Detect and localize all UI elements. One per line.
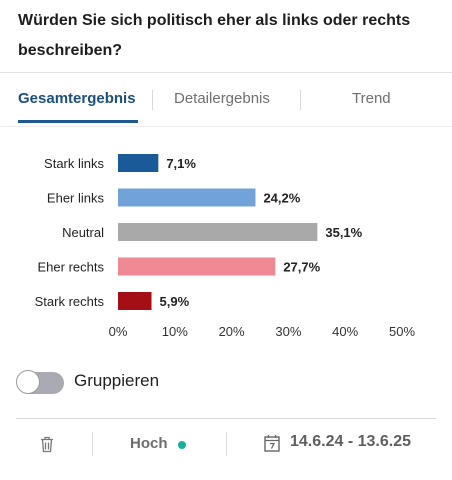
category-label: Neutral [62,225,104,240]
active-tab-indicator [18,120,138,123]
group-toggle-label: Gruppieren [74,371,160,390]
quality-status-dot [178,441,186,449]
bar-value-label: 27,7% [283,260,320,275]
bar-value-label: 35,1% [325,225,362,240]
footer-bar: Hoch 14.6.24 - 13.6.25 [0,430,452,460]
group-toggle-switch[interactable] [16,370,64,394]
category-label: Stark rechts [35,294,105,309]
tab-separator [300,90,301,110]
toggle-knob [16,370,40,394]
footer-separator [92,432,93,456]
bar [118,188,256,207]
x-tick-label: 40% [332,324,358,339]
bar-value-label: 5,9% [160,294,190,309]
bar-chart: Stark links 7,1% Eher links 24,2% Neutral 35,… [35,154,415,339]
bar [118,257,276,276]
quality-label[interactable]: Hoch [130,435,168,452]
date-range[interactable]: 14.6.24 - 13.6.25 [290,433,411,450]
tab-detailergebnis[interactable]: Detailergebnis [174,90,270,107]
result-tabs: Gesamtergebnis Detailergebnis Trend [0,80,452,126]
bar [118,223,318,241]
bar [118,154,159,172]
bar-value-label: 7,1% [166,156,196,171]
tab-gesamtergebnis[interactable]: Gesamtergebnis [18,90,136,107]
bar-value-label: 24,2% [263,191,300,206]
bar [118,292,152,310]
divider [0,72,452,73]
trash-icon[interactable] [40,436,54,453]
footer-separator [226,432,227,456]
x-tick-label: 0% [109,324,128,339]
x-tick-label: 50% [389,324,415,339]
tab-separator [152,90,153,110]
question-title: Würden Sie sich politisch eher als links… [18,12,411,59]
divider [0,126,452,127]
x-tick-label: 20% [219,324,245,339]
divider [16,418,436,419]
x-tick-label: 30% [275,324,301,339]
tab-trend[interactable]: Trend [352,90,391,107]
category-label: Stark links [44,156,104,171]
calendar-icon[interactable] [264,434,280,452]
x-tick-label: 10% [162,324,188,339]
category-label: Eher rechts [38,260,105,275]
category-label: Eher links [47,191,105,206]
